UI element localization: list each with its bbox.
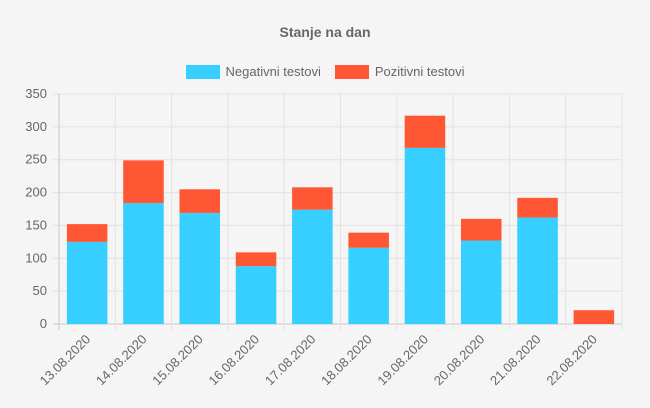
bar-pozitivni xyxy=(179,189,221,213)
bar-negativni xyxy=(517,217,558,324)
bar-pozitivni xyxy=(573,310,615,324)
x-tick-label: 16.08.2020 xyxy=(206,332,263,389)
x-tick-label: 21.08.2020 xyxy=(487,332,544,389)
legend-swatch-pozitivni xyxy=(334,64,369,79)
bar-negativni xyxy=(404,147,446,324)
bar-negativni xyxy=(123,203,164,324)
legend-label-negativni: Negativni testovi xyxy=(225,64,321,79)
x-tick-label: 17.08.2020 xyxy=(262,332,319,389)
bar-pozitivni xyxy=(404,115,446,148)
bar-pozitivni xyxy=(66,224,108,242)
y-tick-label: 350 xyxy=(25,86,47,101)
legend-swatch-negativni xyxy=(185,64,220,79)
y-tick-label: 200 xyxy=(25,185,47,200)
bar-pozitivni xyxy=(235,252,277,267)
y-tick-label: 250 xyxy=(25,152,47,167)
x-tick-label: 14.08.2020 xyxy=(93,332,150,389)
bar-negativni xyxy=(292,209,333,324)
y-tick-label: 300 xyxy=(25,119,47,134)
legend-item-pozitivni[interactable]: Pozitivni testovi xyxy=(334,64,465,79)
x-tick-label: 20.08.2020 xyxy=(431,332,488,389)
bar-negativni xyxy=(235,266,277,324)
bar-pozitivni xyxy=(348,232,389,248)
bar-negativni xyxy=(179,212,221,324)
y-tick-label: 0 xyxy=(40,316,47,331)
bar-negativni xyxy=(460,240,502,324)
x-tick-label: 18.08.2020 xyxy=(318,332,375,389)
chart-title: Stanje na dan xyxy=(279,24,371,40)
x-tick-label: 15.08.2020 xyxy=(149,332,206,389)
bar-pozitivni xyxy=(123,160,164,204)
bar-negativni xyxy=(66,241,108,324)
bar-pozitivni xyxy=(517,197,558,218)
legend: Negativni testovi Pozitivni testovi xyxy=(0,64,650,79)
legend-item-negativni[interactable]: Negativni testovi xyxy=(185,64,321,79)
legend-label-pozitivni: Pozitivni testovi xyxy=(374,64,465,79)
x-tick-label: 13.08.2020 xyxy=(37,332,94,389)
y-tick-label: 100 xyxy=(25,250,47,265)
bar-pozitivni xyxy=(292,187,333,210)
x-tick-label: 22.08.2020 xyxy=(543,332,600,389)
bar-negativni xyxy=(348,247,389,324)
y-tick-label: 50 xyxy=(33,283,47,298)
x-tick-label: 19.08.2020 xyxy=(374,332,431,389)
y-tick-label: 150 xyxy=(25,217,47,232)
bar-pozitivni xyxy=(460,218,502,241)
